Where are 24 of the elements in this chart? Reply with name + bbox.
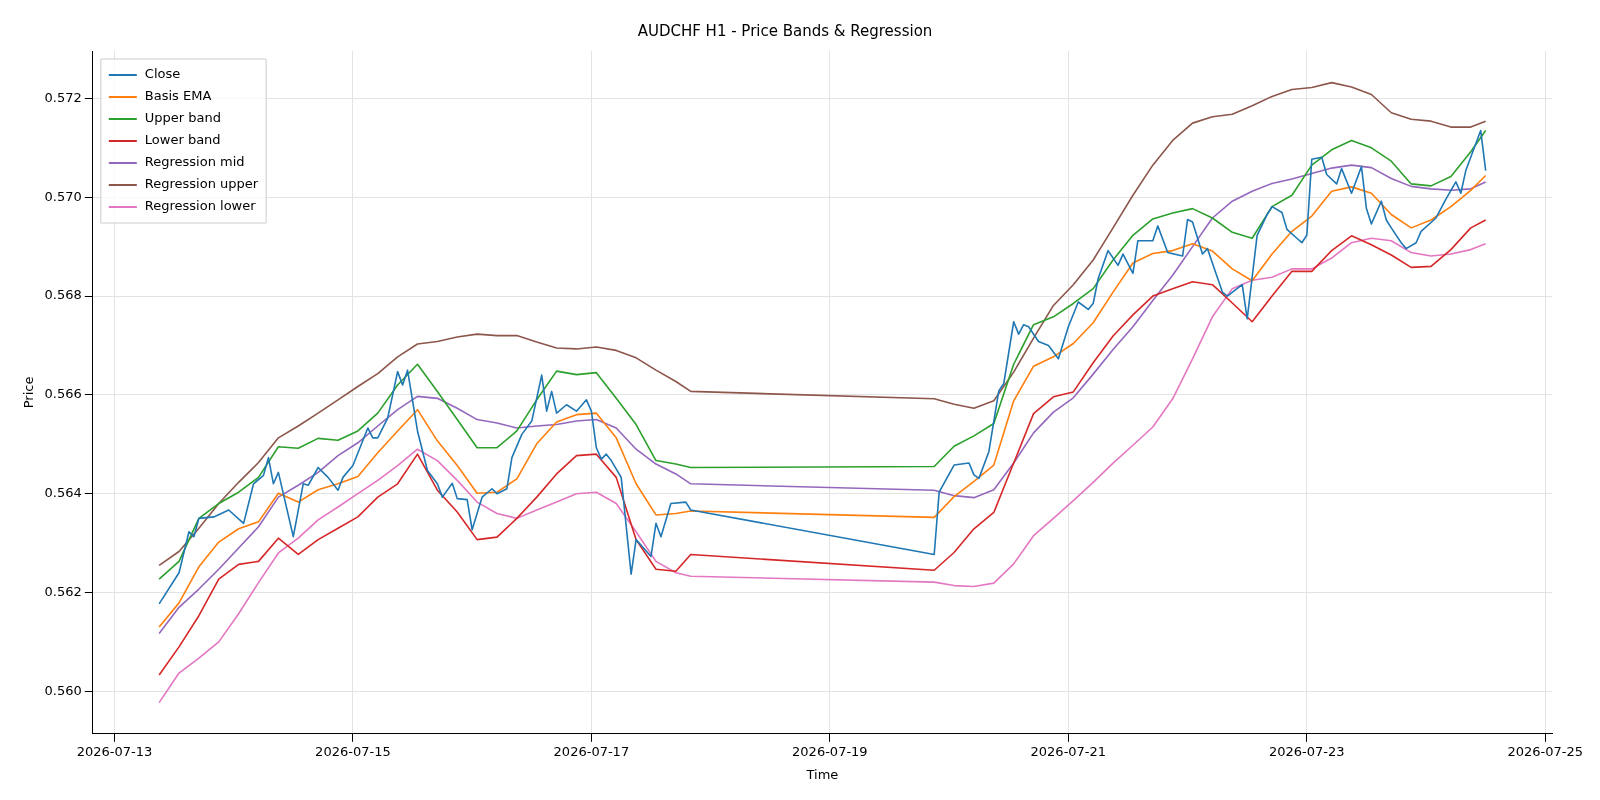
legend-label: Basis EMA: [144, 88, 212, 104]
x-tick-label: 2026-07-25: [1507, 743, 1584, 759]
x-tick-label: 2026-07-13: [76, 743, 153, 759]
x-axis-title: Time: [805, 766, 839, 782]
legend-label: Regression mid: [144, 154, 245, 170]
x-tick-label: 2026-07-15: [315, 743, 391, 759]
x-tick-label: 2026-07-23: [1269, 743, 1345, 759]
y-tick-label: 0.572: [44, 89, 82, 105]
y-tick-label: 0.560: [44, 682, 82, 698]
y-tick-label: 0.562: [44, 583, 82, 599]
y-tick-label: 0.568: [44, 287, 82, 303]
y-tick-label: 0.570: [44, 188, 82, 204]
x-tick-label: 2026-07-17: [553, 743, 630, 759]
legend-label: Close: [144, 66, 181, 82]
x-tick-label: 2026-07-21: [1030, 743, 1107, 759]
y-tick-label: 0.564: [44, 485, 82, 501]
y-tick-label: 0.566: [44, 386, 82, 402]
legend-label: Regression lower: [144, 198, 257, 214]
x-tick-label: 2026-07-19: [792, 743, 868, 759]
y-axis-title: Price: [21, 376, 37, 409]
legend-label: Lower band: [144, 132, 221, 148]
legend-label: Regression upper: [144, 176, 259, 192]
chart-title: AUDCHF H1 - Price Bands & Regression: [637, 21, 933, 40]
legend-label: Upper band: [144, 110, 222, 126]
